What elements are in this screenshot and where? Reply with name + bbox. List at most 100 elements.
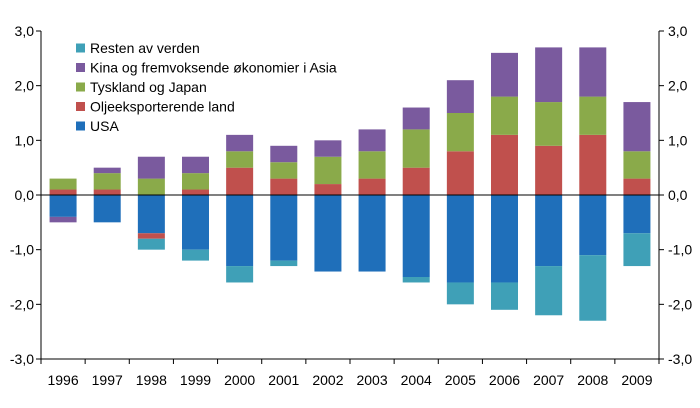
bars-layer (49, 47, 651, 321)
bar-2003-series-3 (358, 129, 386, 152)
bar-1998-series-3 (137, 156, 165, 179)
x-tick-label-2007: 2007 (533, 372, 564, 388)
y-tick-label-right: -3,0 (668, 351, 692, 367)
bar-2002-series-2 (314, 156, 342, 185)
x-tick-label-2008: 2008 (577, 372, 608, 388)
y-tick-label-left: -2,0 (10, 296, 34, 312)
bar-2002-series-3 (314, 140, 342, 157)
bar-2009-series-1 (623, 178, 651, 195)
bar-1997-series-2 (93, 173, 121, 190)
bar-1997-series-0 (93, 195, 121, 223)
y-tick-label-right: -1,0 (668, 242, 692, 258)
y-tick-label-left: 2,0 (15, 78, 35, 94)
bar-2003-series-1 (358, 178, 386, 195)
x-tick-label-1998: 1998 (136, 372, 167, 388)
y-tick-label-right: 2,0 (668, 78, 688, 94)
bar-1999-series-1 (182, 189, 209, 195)
legend-swatch-2 (76, 82, 85, 92)
bar-1998-series-1 (137, 233, 165, 239)
y-tick-label-left: -1,0 (10, 242, 34, 258)
bar-2006-series-1 (491, 134, 518, 195)
bar-2005-series-1 (446, 151, 474, 195)
bar-2000-series-3 (226, 134, 254, 152)
bar-2008-series-3 (579, 47, 607, 97)
legend: Resten av verden Kina og fremvoksende øko… (76, 40, 337, 134)
legend-swatch-4 (76, 43, 85, 53)
bar-2008-series-1 (579, 134, 607, 195)
bar-2005-series-3 (446, 80, 474, 113)
bar-2006-series-0 (491, 195, 518, 283)
x-tick-label-2000: 2000 (224, 372, 255, 388)
legend-label-0: USA (90, 118, 119, 134)
x-tick-label-2001: 2001 (268, 372, 299, 388)
bar-1996-series-1 (49, 189, 77, 195)
bar-2005-series-2 (446, 113, 474, 152)
y-tick-label-right: 3,0 (668, 23, 688, 39)
legend-swatch-1 (76, 102, 85, 111)
bar-2003-series-0 (358, 195, 386, 272)
bar-2008-series-4 (579, 255, 607, 321)
bar-2005-series-0 (446, 195, 474, 283)
y-tick-label-left: -3,0 (10, 351, 34, 367)
bar-2000-series-4 (226, 266, 254, 283)
bar-2003-series-2 (358, 151, 386, 179)
bar-2007-series-1 (535, 145, 563, 195)
x-tick-label-1997: 1997 (92, 372, 123, 388)
bar-1998-series-0 (137, 195, 165, 234)
bar-2001-series-2 (270, 162, 298, 179)
bar-2001-series-0 (270, 195, 298, 261)
x-tick-label-2004: 2004 (401, 372, 432, 388)
bar-2001-series-3 (270, 145, 298, 163)
legend-label-1: Oljeeksporterende land (90, 99, 235, 115)
bar-2005-series-4 (446, 282, 474, 305)
x-tick-label-2005: 2005 (445, 372, 476, 388)
legend-label-2: Tyskland og Japan (90, 79, 207, 95)
legend-swatch-3 (76, 63, 85, 72)
y-tick-label-right: -2,0 (668, 296, 692, 312)
bar-2009-series-0 (623, 195, 651, 234)
bar-2000-series-1 (226, 167, 254, 195)
bar-1998-series-4 (137, 238, 165, 250)
bar-1996-series-0 (49, 195, 77, 217)
bar-2007-series-3 (535, 47, 563, 103)
bar-1996-series-3 (49, 216, 77, 223)
bar-2002-series-0 (314, 195, 342, 272)
y-tick-label-left: 0,0 (15, 187, 35, 203)
legend-label-3: Kina og fremvoksende økonomier i Asia (90, 60, 337, 76)
bar-1999-series-3 (182, 156, 209, 174)
bar-2007-series-2 (535, 102, 563, 146)
axes-layer: -3,0 -3,0 -2,0 -2,0 -1,0 -1,0 0,0 0,0 1,0 1,0 2,0 2… (10, 23, 692, 388)
y-tick-label-right: 1,0 (668, 132, 688, 148)
y-tick-label-right: 0,0 (668, 187, 688, 203)
legend-label-4: Resten av verden (90, 40, 200, 56)
bar-2000-series-0 (226, 195, 254, 267)
x-tick-label-1999: 1999 (180, 372, 211, 388)
bar-2001-series-1 (270, 178, 298, 195)
x-tick-label-2009: 2009 (621, 372, 652, 388)
x-tick-label-1996: 1996 (47, 372, 78, 388)
y-tick-label-left: 1,0 (15, 132, 35, 148)
bar-2007-series-0 (535, 195, 563, 267)
bar-2002-series-1 (314, 184, 342, 195)
bar-2006-series-2 (491, 96, 518, 135)
y-tick-label-left: 3,0 (15, 23, 35, 39)
bar-2004-series-3 (402, 107, 430, 130)
bar-2006-series-4 (491, 282, 518, 310)
bar-1999-series-2 (182, 173, 209, 190)
bar-2008-series-2 (579, 96, 607, 135)
x-tick-label-2002: 2002 (312, 372, 343, 388)
bar-2000-series-2 (226, 151, 254, 168)
bar-2001-series-4 (270, 260, 298, 267)
bar-2004-series-1 (402, 167, 430, 195)
x-tick-label-2006: 2006 (489, 372, 520, 388)
bar-1997-series-1 (93, 189, 121, 195)
bar-2009-series-3 (623, 102, 651, 152)
bar-1996-series-2 (49, 178, 77, 190)
bar-2009-series-4 (623, 233, 651, 267)
bar-2006-series-3 (491, 52, 518, 97)
bar-2004-series-0 (402, 195, 430, 277)
bar-2009-series-2 (623, 151, 651, 179)
bar-1999-series-4 (182, 249, 209, 261)
